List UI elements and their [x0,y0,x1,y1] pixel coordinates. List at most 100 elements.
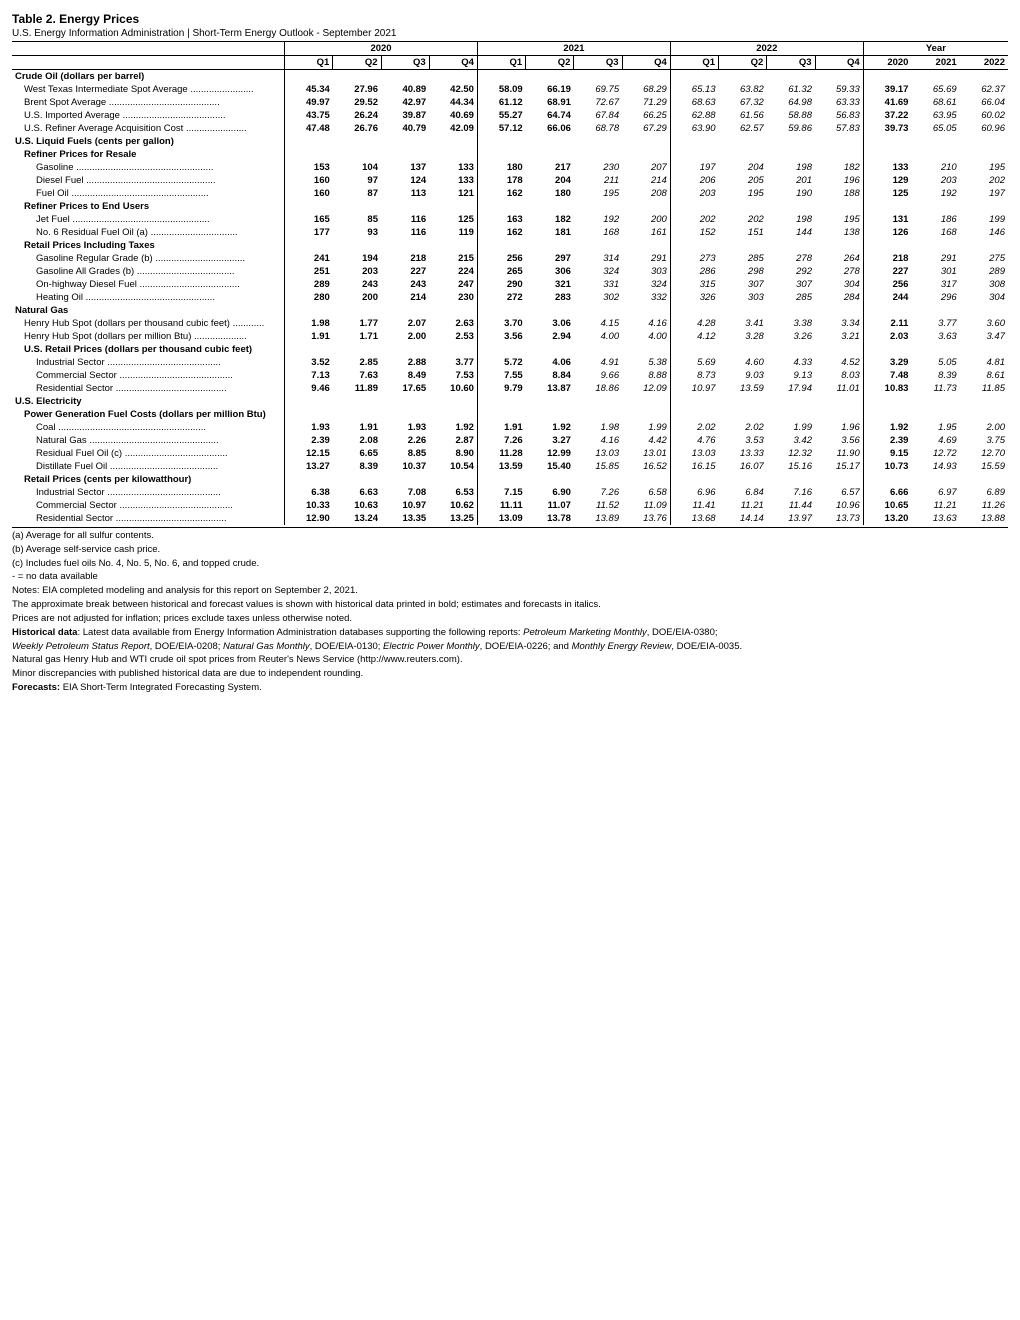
data-cell: 256 [863,278,911,291]
data-cell: 104 [333,161,381,174]
data-cell: 1.93 [285,421,333,434]
data-cell: 10.73 [863,460,911,473]
data-cell [526,200,574,213]
data-cell: 67.29 [622,122,670,135]
row-label: U.S. Liquid Fuels (cents per gallon) [12,135,285,148]
data-cell: 62.57 [719,122,767,135]
col-header: Q2 [526,56,574,70]
table-title: Table 2. Energy Prices [12,12,1008,26]
data-cell: 66.25 [622,109,670,122]
data-cell: 37.22 [863,109,911,122]
data-cell: 291 [622,252,670,265]
data-cell [477,135,525,148]
row-label: Heating Oil ............................… [12,291,285,304]
data-cell: 1.92 [526,421,574,434]
data-cell: 204 [719,161,767,174]
data-cell: 4.16 [622,317,670,330]
data-cell: 7.13 [285,369,333,382]
data-cell: 2.00 [381,330,429,343]
data-cell [960,200,1008,213]
data-cell: 1.91 [477,421,525,434]
data-cell [574,148,622,161]
data-cell: 6.96 [670,486,718,499]
data-cell: 14.93 [911,460,959,473]
row-label: U.S. Imported Average ..................… [12,109,285,122]
data-cell: 2.85 [333,356,381,369]
data-cell: 4.00 [574,330,622,343]
data-cell: 61.12 [477,96,525,109]
data-cell: 1.91 [333,421,381,434]
data-cell [526,408,574,421]
data-cell: 55.27 [477,109,525,122]
data-cell: 1.99 [622,421,670,434]
data-cell: 11.21 [911,499,959,512]
data-cell [911,343,959,356]
data-cell: 7.55 [477,369,525,382]
data-cell [526,70,574,84]
data-cell: 168 [911,226,959,239]
data-cell: 138 [815,226,863,239]
row-label: Refiner Prices to End Users [12,200,285,213]
data-cell: 211 [574,174,622,187]
row-label: U.S. Electricity [12,395,285,408]
data-cell [526,148,574,161]
data-cell: 13.87 [526,382,574,395]
data-cell: 291 [911,252,959,265]
data-cell: 4.81 [960,356,1008,369]
data-cell: 3.77 [911,317,959,330]
data-cell: 11.90 [815,447,863,460]
data-cell: 244 [863,291,911,304]
data-cell: 285 [767,291,815,304]
data-cell: 13.24 [333,512,381,525]
data-cell: 71.29 [622,96,670,109]
data-cell: 12.99 [526,447,574,460]
data-cell: 192 [911,187,959,200]
data-cell [381,148,429,161]
data-cell [960,239,1008,252]
data-cell: 63.82 [719,83,767,96]
data-cell [863,304,911,317]
data-cell: 68.29 [622,83,670,96]
data-cell: 121 [429,187,477,200]
data-cell: 3.53 [719,434,767,447]
data-cell: 2.11 [863,317,911,330]
data-cell: 62.88 [670,109,718,122]
row-label: Retail Prices Including Taxes [12,239,285,252]
data-cell: 192 [574,213,622,226]
data-cell: 13.76 [622,512,670,525]
data-cell [429,304,477,317]
data-cell: 125 [863,187,911,200]
data-cell [719,304,767,317]
data-cell: 315 [670,278,718,291]
data-cell: 2.00 [960,421,1008,434]
data-cell: 243 [381,278,429,291]
data-cell [911,395,959,408]
data-cell: 3.38 [767,317,815,330]
data-cell [477,200,525,213]
data-cell: 1.99 [767,421,815,434]
data-cell: 165 [285,213,333,226]
data-cell: 49.97 [285,96,333,109]
data-cell: 12.70 [960,447,1008,460]
data-cell: 178 [477,174,525,187]
data-cell: 197 [960,187,1008,200]
data-cell [333,135,381,148]
data-cell [863,148,911,161]
data-cell: 40.69 [429,109,477,122]
data-cell [477,395,525,408]
data-cell: 5.38 [622,356,670,369]
data-cell: 3.29 [863,356,911,369]
data-cell [670,200,718,213]
data-cell [526,473,574,486]
data-cell: 10.60 [429,382,477,395]
data-cell: 2.53 [429,330,477,343]
data-cell: 7.15 [477,486,525,499]
row-label: Residential Sector .....................… [12,512,285,525]
data-cell [960,148,1008,161]
data-cell: 41.69 [863,96,911,109]
data-cell: 64.74 [526,109,574,122]
data-cell [670,408,718,421]
data-cell: 8.39 [911,369,959,382]
data-cell: 27.96 [333,83,381,96]
data-cell: 4.28 [670,317,718,330]
